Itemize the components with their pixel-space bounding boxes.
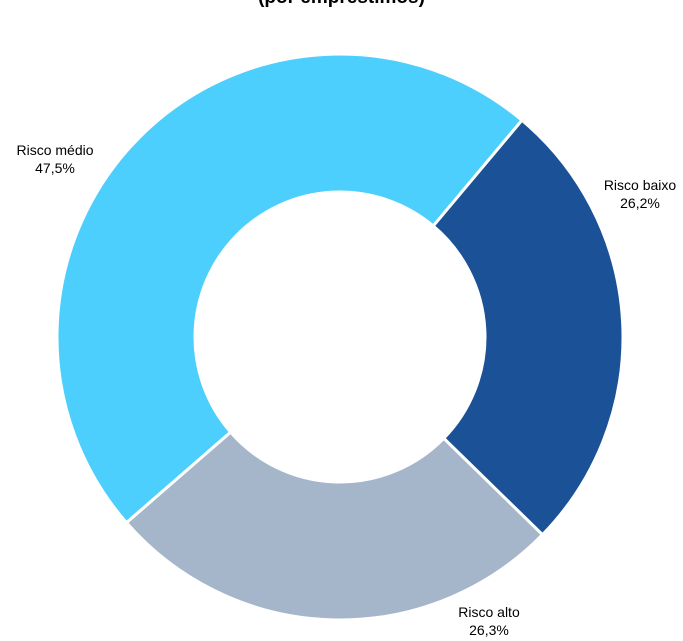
slice-label-category: Risco médio (16, 141, 93, 159)
slice-label-value: 47,5% (16, 159, 93, 177)
slice-label-risco-medio: Risco médio 47,5% (16, 141, 93, 177)
slice-label-category: Risco baixo (604, 176, 676, 194)
slice-label-value: 26,2% (604, 194, 676, 212)
slice-label-value: 26,3% (458, 621, 519, 639)
slice-label-risco-baixo: Risco baixo 26,2% (604, 176, 676, 212)
slice-label-category: Risco alto (458, 603, 519, 621)
slice-label-risco-alto: Risco alto 26,3% (458, 603, 519, 639)
